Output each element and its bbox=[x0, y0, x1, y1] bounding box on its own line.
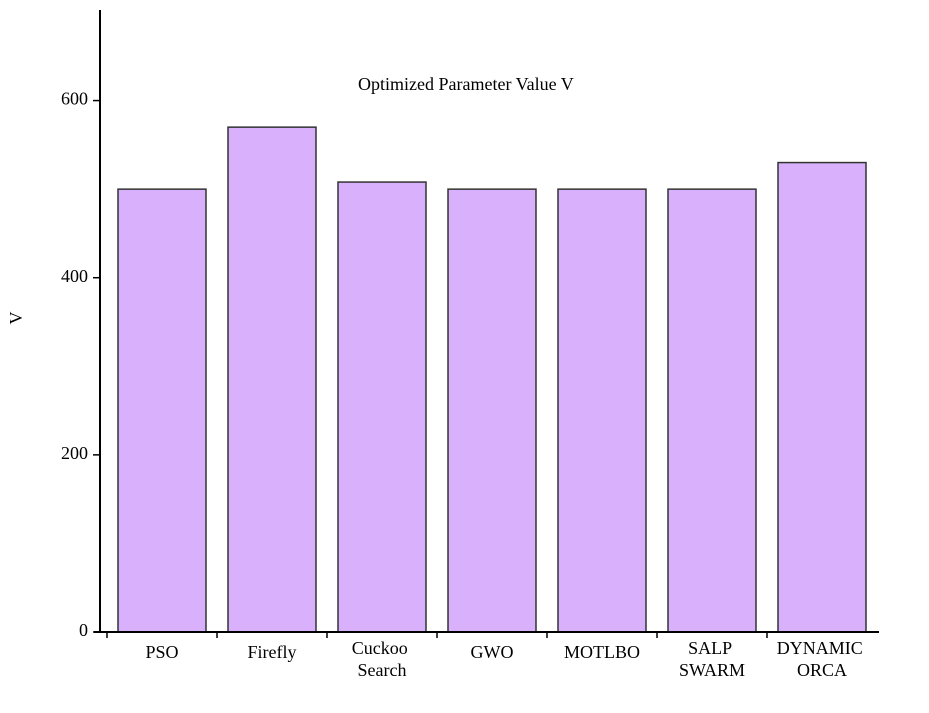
x-tick-label-line: ORCA bbox=[797, 660, 847, 680]
x-tick-label-line: SWARM bbox=[679, 660, 745, 680]
x-tick-label: DYNAMIC ORCA bbox=[777, 638, 868, 680]
bar bbox=[557, 188, 647, 633]
bar bbox=[667, 188, 757, 633]
bar bbox=[337, 181, 427, 633]
chart-title: Optimized Parameter Value V bbox=[358, 74, 574, 94]
x-tick-label-line: Search bbox=[358, 660, 407, 680]
y-tick-label: 600 bbox=[61, 89, 88, 109]
x-tick-label-line: Cuckoo bbox=[352, 638, 413, 658]
y-tick-label: 200 bbox=[61, 443, 88, 463]
x-tick-label: Firefly bbox=[248, 642, 297, 662]
bar bbox=[777, 161, 867, 633]
x-tick-label-line: SALP bbox=[688, 638, 736, 658]
bar bbox=[447, 188, 537, 633]
y-axis-label: V bbox=[6, 312, 26, 325]
x-tick-label: MOTLBO bbox=[564, 642, 640, 662]
bar bbox=[117, 188, 207, 633]
x-tick-label: Cuckoo Search bbox=[352, 638, 413, 680]
x-tick-label: PSO bbox=[145, 642, 178, 662]
bar bbox=[227, 126, 317, 633]
x-tick-label-line: DYNAMIC bbox=[777, 638, 868, 658]
y-tick-label: 400 bbox=[61, 266, 88, 286]
y-tick-label: 0 bbox=[79, 620, 88, 640]
x-tick-label: GWO bbox=[471, 642, 514, 662]
x-tick-label: SALP SWARM bbox=[679, 638, 745, 680]
